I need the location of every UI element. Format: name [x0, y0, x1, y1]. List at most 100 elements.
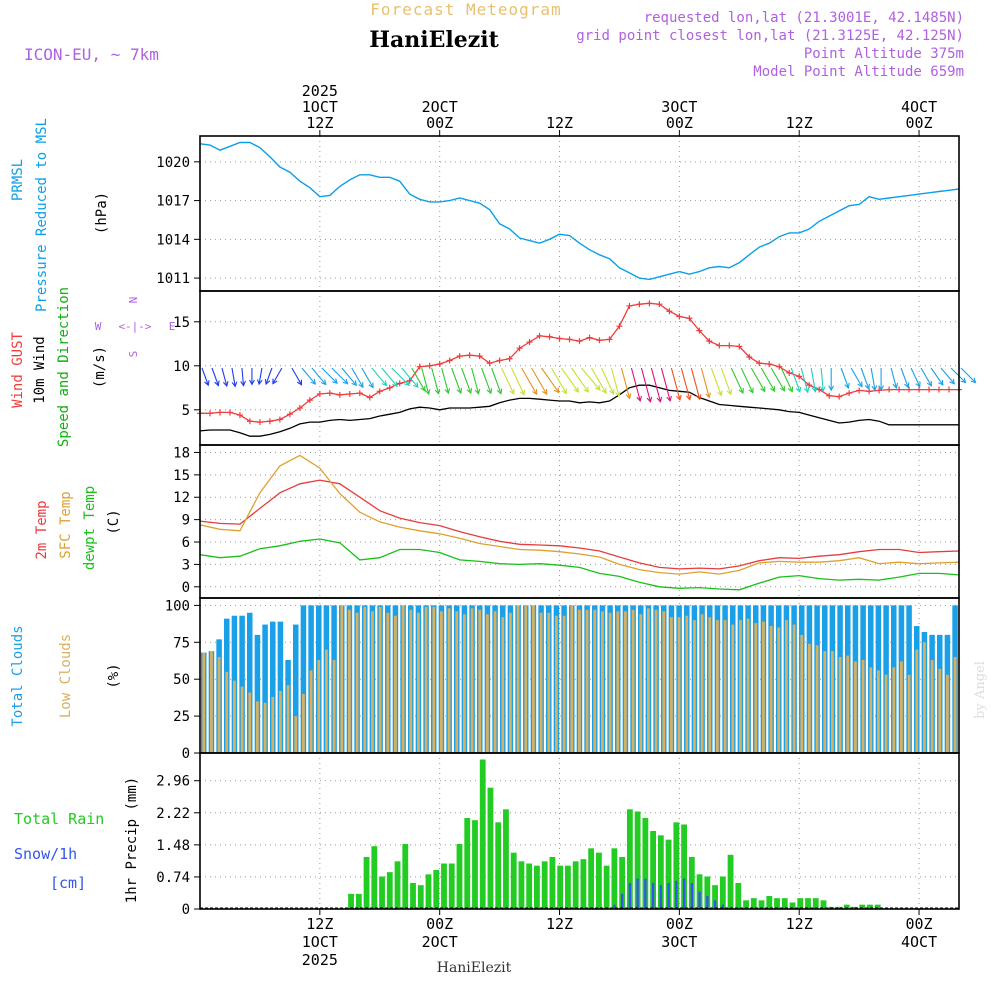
gust-marker [366, 394, 373, 401]
low-clouds-bar [884, 674, 888, 753]
gust-marker [216, 409, 223, 416]
gust-marker [626, 302, 633, 309]
snow-bar [682, 878, 686, 909]
gust-label: Wind GUST [10, 332, 26, 408]
wind-arrow-head [424, 389, 431, 396]
low-clouds-bar [915, 649, 919, 753]
low-clouds-bar [248, 692, 252, 753]
wind-arrow-head [509, 388, 515, 395]
low-clouds-bar [286, 685, 290, 753]
low-clouds-bar [930, 660, 934, 753]
wind-arrow-head [573, 386, 579, 393]
wind-arrow [461, 367, 472, 394]
total-clouds-bar [300, 605, 307, 753]
rain-bar [402, 844, 409, 909]
low-clouds-bar [762, 621, 765, 753]
wind-arrow-head [601, 387, 607, 395]
bottom-time-label: 12Z [546, 915, 573, 933]
wind-arrow-head [496, 388, 503, 395]
low-clouds-bar [294, 716, 298, 753]
gust-marker [886, 386, 893, 393]
gust-marker [566, 336, 573, 343]
gust-marker [686, 315, 693, 322]
y-tick-label: 18 [173, 445, 190, 461]
wind-arrow-head [412, 382, 419, 389]
low-clouds-bar [907, 674, 911, 753]
rain-bar [611, 848, 618, 909]
location-title: HaniElezit [369, 27, 499, 53]
low-clouds-bar [509, 612, 512, 753]
top-time-label: 2OCT [422, 98, 458, 116]
pressure-panel: 1011 1014 1017 1020 [156, 135, 960, 292]
low-clouds-bar [493, 611, 497, 753]
wind-arrow-head [926, 380, 932, 387]
low-clouds-bar [378, 606, 382, 753]
wind-arrow [381, 367, 398, 387]
wind-arrow-head [532, 389, 538, 396]
gust-marker [506, 355, 513, 362]
low-clouds-bar [539, 612, 543, 753]
wind-arrow [491, 367, 502, 394]
gust-marker [766, 361, 773, 368]
clouds-panel: 0 25 50 75 100 [165, 597, 960, 762]
compass-w: W [95, 320, 102, 333]
wind-arrow-head [938, 379, 944, 386]
gust-marker [226, 409, 233, 416]
compass-arrows: <-|-> [118, 320, 151, 333]
wind-arrow-head [342, 378, 349, 385]
rain-bar [781, 898, 788, 909]
y-tick-label: 0 [182, 902, 190, 918]
rain-bar [495, 822, 502, 909]
low-clouds-bar [831, 651, 834, 753]
rain-bar [634, 811, 641, 909]
point-altitude: Point Altitude 375m [804, 46, 964, 62]
rain-bar [758, 900, 765, 909]
panel-border [199, 135, 960, 292]
wind-arrow-head [214, 380, 220, 387]
rain-bar [456, 844, 463, 909]
precip-panel: 0 0.74 1.48 2.22 2.96 [156, 752, 960, 918]
gust-marker [296, 405, 303, 412]
low-clouds-bar [217, 657, 221, 753]
snow-bar [636, 878, 639, 909]
low-clouds-bar [532, 605, 535, 753]
rain-bar [603, 865, 610, 909]
top-time-label: 12Z [546, 114, 573, 132]
rain-bar [386, 872, 393, 909]
wind-arrow-head [871, 385, 878, 392]
rain-bar [355, 893, 362, 909]
low-clouds-bar [792, 624, 796, 753]
low-clouds-bar [455, 611, 459, 753]
low-clouds-bar [815, 645, 819, 753]
low-clouds-bar [363, 606, 367, 753]
gust-line [200, 302, 959, 423]
gust-marker [386, 384, 393, 391]
wind-arrow-head [486, 388, 493, 395]
gust-marker [556, 335, 563, 342]
wind-arrow [331, 367, 348, 385]
bottom-time-label: 12Z [786, 915, 813, 933]
rain-bar [371, 846, 378, 909]
wind-arrow [411, 367, 426, 392]
y-tick-label: 15 [173, 468, 190, 484]
rain-bar [797, 898, 804, 909]
low-clouds-bar [348, 609, 351, 753]
wind-arrow-head [787, 386, 794, 393]
wind-arrow [710, 367, 722, 396]
wind-arrow-head [738, 387, 744, 395]
low-clouds-bar [233, 680, 236, 753]
low-clouds-bar [700, 614, 704, 753]
prmsl-label: PRMSL [10, 159, 26, 201]
wind-arrow [391, 367, 410, 386]
wind-arrow-head [705, 392, 711, 399]
wind-arrow-head [358, 382, 364, 389]
wind-arrow-head [444, 388, 451, 395]
gust-marker [526, 339, 533, 346]
wind-arrow [600, 367, 615, 395]
rain-bar [363, 857, 370, 909]
speed-direction-label: Speed and Direction [56, 287, 72, 447]
low-clouds-bar [693, 620, 696, 753]
rain-bar [851, 906, 858, 909]
low-clouds-label: Low Clouds [58, 634, 74, 718]
